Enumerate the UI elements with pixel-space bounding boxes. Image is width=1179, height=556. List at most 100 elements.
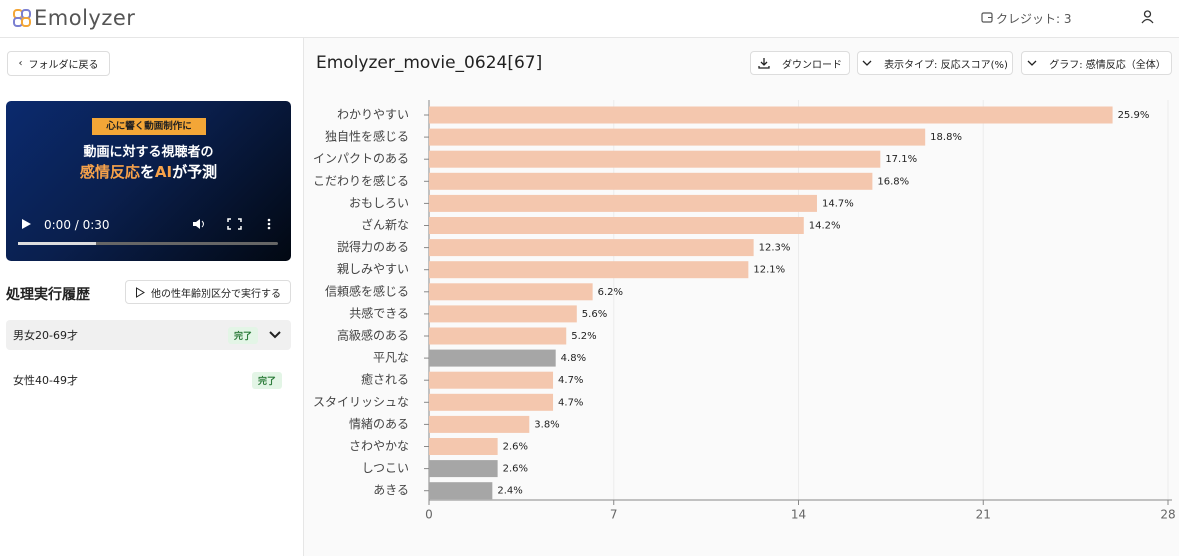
bar — [429, 305, 577, 323]
bar — [429, 482, 493, 500]
x-tick-label: 21 — [976, 508, 991, 522]
value-label: 4.7% — [558, 375, 583, 386]
header: Emolyzer クレジット: 3 — [0, 0, 1179, 38]
graph-select[interactable]: グラフ: 感情反応（全体） — [1021, 51, 1172, 75]
value-label: 17.1% — [885, 154, 917, 165]
y-tick-label: インパクトのある — [313, 152, 409, 166]
y-tick-label: ざん新な — [361, 217, 409, 232]
value-label: 14.7% — [822, 198, 854, 209]
bar — [429, 261, 749, 279]
bar — [429, 327, 567, 345]
user-icon[interactable] — [1141, 10, 1154, 24]
bar — [429, 239, 754, 257]
video-controls[interactable] — [192, 217, 272, 231]
y-tick-label: 親しみやすい — [337, 262, 409, 276]
bar — [429, 106, 1113, 124]
video-text: 感情反応をAIが予測 — [6, 161, 291, 182]
y-tick-label: スタイリッシュな — [313, 395, 409, 409]
x-tick-label: 7 — [610, 508, 618, 522]
value-label: 2.6% — [503, 442, 528, 453]
page-title: Emolyzer_movie_0624[67] — [316, 53, 543, 73]
value-label: 18.8% — [930, 132, 962, 143]
video-badge: 心に響く動画制作に — [92, 118, 206, 135]
y-tick-label: 情緒のある — [349, 417, 409, 431]
value-label: 5.2% — [571, 331, 596, 342]
history-title: 処理実行履歴 — [6, 287, 90, 303]
history-label: 男女20-69才 — [13, 329, 78, 342]
display-type-select[interactable]: 表示タイプ: 反応スコア(%) — [857, 51, 1013, 75]
y-tick-label: 癒される — [361, 373, 409, 387]
chart: 0 7 14 21 28 わかりやすい 25.9% 独自性を感じる 18.8% インパクトのある 1… — [313, 100, 1176, 522]
value-label: 16.8% — [877, 176, 909, 187]
value-label: 5.6% — [582, 309, 607, 320]
bar — [429, 438, 498, 455]
bar — [429, 283, 593, 301]
history-item[interactable]: 女性40-49才 完了 — [6, 365, 291, 395]
value-label: 2.6% — [503, 464, 528, 475]
value-label: 4.8% — [561, 353, 586, 364]
bar — [429, 460, 498, 478]
bar — [429, 172, 873, 190]
value-label: 3.8% — [534, 419, 559, 430]
play-icon[interactable] — [20, 218, 32, 230]
y-tick-label: 説得力のある — [337, 239, 409, 254]
y-tick-label: あきる — [373, 483, 409, 497]
y-tick-label: 高級感のある — [337, 328, 409, 343]
bar — [429, 393, 554, 411]
y-tick-label: わかりやすい — [337, 108, 409, 122]
video-text-part: を — [139, 163, 155, 181]
logo[interactable]: Emolyzer — [34, 6, 136, 30]
video-text-part: が予測 — [172, 163, 218, 181]
history-item[interactable]: 男女20-69才 完了 — [6, 320, 291, 350]
back-button[interactable]: ‹ フォルダに戻る — [7, 51, 110, 76]
download-button[interactable]: ダウンロード — [750, 51, 850, 75]
back-label: フォルダに戻る — [28, 60, 99, 71]
history-label: 女性40-49才 — [13, 374, 78, 387]
bar — [429, 194, 817, 212]
video-time: 0:00 / 0:30 — [44, 218, 110, 232]
bar — [429, 128, 926, 146]
x-tick-label: 14 — [791, 508, 806, 522]
y-tick-label: しつこい — [362, 461, 409, 475]
main-panel: Emolyzer_movie_0624[67] ダウンロード 表示タイプ: 反応… — [304, 38, 1179, 556]
run-button[interactable]: 他の性年齢別区分で実行する — [125, 280, 291, 304]
status-badge: 完了 — [252, 372, 283, 389]
value-label: 4.7% — [558, 397, 583, 408]
y-tick-label: 平凡な — [373, 351, 409, 365]
y-tick-label: 共感できる — [349, 305, 409, 320]
x-tick-label: 28 — [1160, 508, 1175, 522]
status-badge: 完了 — [228, 327, 259, 344]
sidebar: ‹ フォルダに戻る 心に響く動画制作に 動画に対する視聴者の 感情反応をAIが予測… — [0, 38, 304, 556]
value-label: 12.1% — [753, 265, 785, 276]
x-tick-label: 0 — [425, 508, 433, 522]
y-tick-label: 信頼感を感じる — [325, 283, 409, 298]
video-progress[interactable] — [18, 242, 278, 245]
y-tick-label: おもしろい — [349, 196, 409, 210]
value-label: 6.2% — [598, 287, 623, 298]
value-label: 25.9% — [1118, 110, 1150, 121]
y-tick-label: さわやかな — [349, 439, 409, 453]
bar — [429, 217, 804, 234]
run-label: 他の性年齢別区分で実行する — [151, 288, 281, 300]
video-text-part: 感情反応 — [79, 163, 140, 181]
bar — [429, 415, 530, 433]
button-label: ダウンロード — [782, 59, 842, 71]
video-text: 動画に対する視聴者の — [83, 145, 214, 160]
value-label: 2.4% — [497, 486, 522, 497]
button-label: 表示タイプ: 反応スコア(%) — [884, 59, 1008, 71]
y-tick-label: こだわりを感じる — [313, 173, 409, 188]
value-label: 12.3% — [759, 243, 791, 254]
bar — [429, 371, 554, 389]
credits: クレジット: 3 — [996, 12, 1072, 26]
bar — [429, 150, 881, 168]
wallet-icon — [981, 12, 993, 23]
y-tick-label: 独自性を感じる — [325, 129, 409, 144]
bar — [429, 349, 556, 367]
video-player[interactable]: 心に響く動画制作に 動画に対する視聴者の 感情反応をAIが予測 0:00 / 0… — [6, 101, 291, 261]
video-text-part: AI — [154, 163, 173, 181]
logo-icon — [13, 9, 31, 27]
chevron[interactable] — [269, 330, 281, 340]
value-label: 14.2% — [809, 221, 841, 232]
button-label: グラフ: 感情反応（全体） — [1049, 59, 1166, 71]
